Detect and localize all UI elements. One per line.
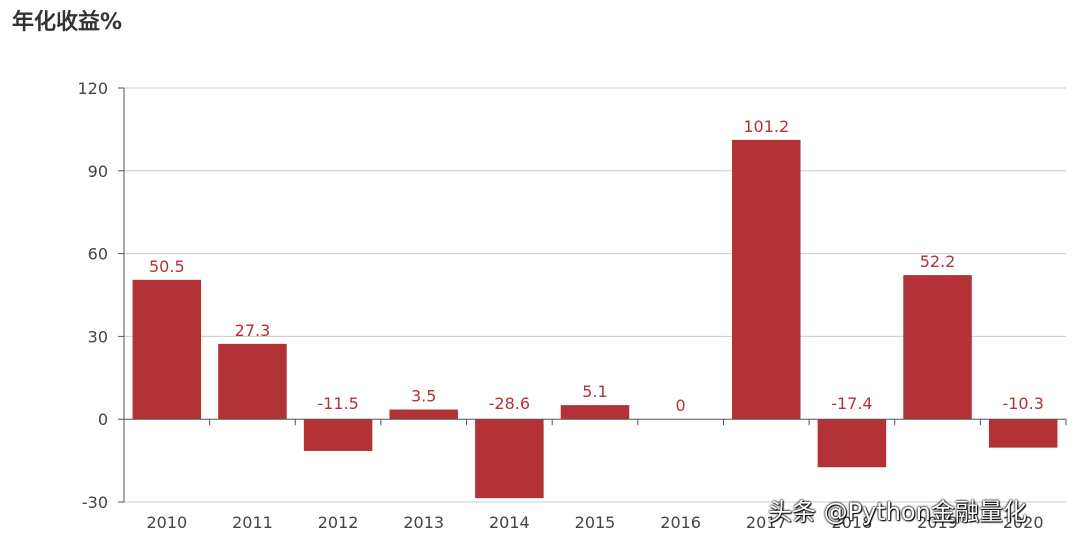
x-tick-label: 2012 bbox=[318, 513, 359, 532]
x-tick-label: 2020 bbox=[1003, 513, 1044, 532]
y-tick-label: 30 bbox=[88, 327, 108, 346]
y-tick-label: 120 bbox=[77, 79, 108, 98]
data-label: -10.3 bbox=[1002, 394, 1043, 413]
watermark-text: 头条 @Python金融量化 bbox=[768, 498, 1027, 526]
y-tick-label: 90 bbox=[88, 162, 108, 181]
y-tick-label: 60 bbox=[88, 245, 108, 264]
y-tick-label: -30 bbox=[82, 493, 108, 512]
x-tick-label: 2015 bbox=[575, 513, 616, 532]
bar bbox=[389, 409, 458, 420]
data-label: 0 bbox=[676, 396, 686, 415]
x-tick-label: 2014 bbox=[489, 513, 530, 532]
bar bbox=[132, 279, 202, 420]
chart-title: 年化收益% bbox=[12, 10, 123, 35]
data-label: 101.2 bbox=[743, 117, 789, 136]
y-tick-label: 0 bbox=[98, 410, 108, 429]
bar bbox=[903, 275, 972, 420]
data-label: 3.5 bbox=[411, 387, 436, 406]
x-tick-label: 2018 bbox=[832, 513, 873, 532]
data-label: 27.3 bbox=[235, 321, 271, 340]
x-tick-label: 2016 bbox=[660, 513, 701, 532]
data-label: -28.6 bbox=[489, 394, 530, 413]
bar bbox=[817, 419, 887, 468]
bar bbox=[303, 419, 373, 451]
x-tick-label: 2013 bbox=[403, 513, 444, 532]
bar bbox=[732, 139, 801, 420]
data-label: -17.4 bbox=[831, 394, 872, 413]
bar bbox=[218, 343, 287, 420]
bar bbox=[988, 419, 1058, 448]
x-tick-label: 2011 bbox=[232, 513, 273, 532]
data-label: -11.5 bbox=[317, 394, 358, 413]
x-tick-label: 2017 bbox=[746, 513, 787, 532]
bar bbox=[560, 405, 630, 420]
bar bbox=[475, 419, 544, 499]
x-tick-label: 2010 bbox=[146, 513, 187, 532]
data-label: 50.5 bbox=[149, 257, 185, 276]
data-label: 52.2 bbox=[920, 252, 956, 271]
data-label: 5.1 bbox=[582, 382, 607, 401]
x-tick-label: 2019 bbox=[917, 513, 958, 532]
